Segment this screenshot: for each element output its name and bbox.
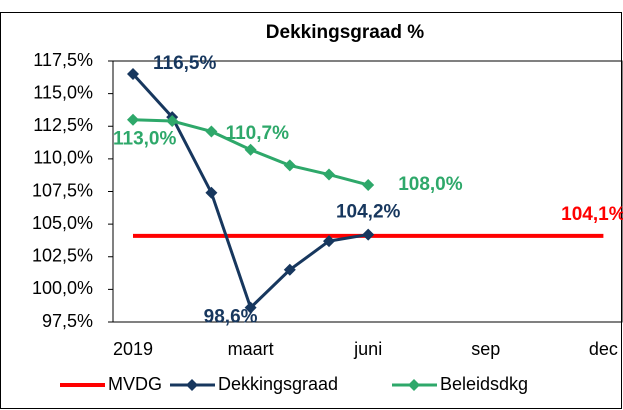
- marker: [362, 228, 375, 241]
- marker: [244, 301, 257, 314]
- y-tick-label: 100,0%: [32, 278, 93, 298]
- legend-label: Dekkingsgraad: [218, 374, 338, 394]
- marker: [127, 113, 139, 126]
- value-label: 108,0%: [398, 174, 463, 195]
- marker: [205, 125, 218, 138]
- value-label: 113,0%: [113, 129, 176, 150]
- y-tick-label: 115,0%: [33, 82, 93, 102]
- marker: [323, 168, 335, 181]
- value-label: 116,5%: [153, 53, 216, 74]
- x-tick-label: juni: [353, 339, 382, 359]
- chart-title: Dekkingsgraad %: [266, 22, 424, 43]
- marker: [244, 143, 257, 156]
- x-tick-label: maart: [228, 339, 274, 359]
- legend-marker: [408, 379, 420, 391]
- y-tick-label: 107,5%: [32, 180, 93, 200]
- x-tick-label: 2019: [113, 339, 153, 359]
- y-tick-label: 105,0%: [32, 213, 93, 233]
- legend-label: Beleidsdkg: [440, 374, 528, 394]
- legend-label: MVDG: [108, 374, 162, 394]
- y-tick-label: 97,5%: [42, 311, 93, 331]
- marker: [166, 115, 179, 128]
- y-tick-label: 112,5%: [33, 115, 93, 135]
- marker: [323, 235, 335, 248]
- x-tick-label: dec: [589, 339, 618, 359]
- value-label: 110,7%: [226, 123, 289, 144]
- value-label: 104,1%: [561, 204, 623, 225]
- legend-marker: [186, 379, 198, 391]
- value-label: 98,6%: [204, 307, 258, 328]
- y-tick-label: 110,0%: [33, 148, 93, 168]
- y-tick-label: 102,5%: [32, 246, 93, 266]
- marker: [283, 263, 296, 276]
- marker: [283, 159, 296, 172]
- chart-frame: [0, 12, 622, 409]
- marker: [127, 68, 139, 81]
- y-tick-label: 117,5%: [33, 50, 93, 70]
- marker: [205, 186, 218, 199]
- marker: [362, 178, 375, 191]
- x-tick-label: sep: [471, 339, 500, 359]
- value-label: 104,2%: [336, 202, 401, 223]
